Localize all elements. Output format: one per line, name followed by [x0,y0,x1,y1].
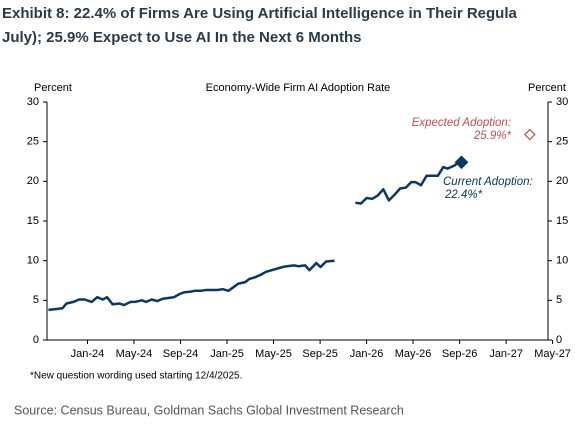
y2-tick-label: 0 [556,334,562,346]
x-tick-label: Jan-24 [71,348,105,360]
footnote: *New question wording used starting 12/4… [30,371,242,382]
current-label: Current Adoption: [443,176,533,188]
y-tick-label: 15 [27,215,39,227]
expected-label: Expected Adoption: [412,117,511,129]
y2-tick-label: 20 [556,175,568,187]
x-tick-label: May-25 [255,348,292,360]
y-tick-label: 10 [27,255,39,267]
x-tick-label: May-27 [534,348,571,360]
y-tick-label: 30 [27,96,39,108]
current-label: 22.4%* [444,189,483,201]
y2-tick-label: 5 [556,294,562,306]
source: Source: Census Bureau, Goldman Sachs Glo… [14,403,404,417]
y-tick-label: 25 [27,136,39,148]
x-tick-label: Jan-25 [210,348,244,360]
y2-tick-label: 15 [556,215,568,227]
x-tick-label: Jan-27 [489,348,523,360]
y2-axis-label: Percent [528,82,566,94]
y2-tick-label: 30 [556,96,568,108]
data-line [355,161,460,205]
current-marker [454,155,469,170]
x-tick-label: May-26 [395,348,432,360]
data-line [48,259,335,312]
x-tick-label: May-24 [116,348,153,360]
title-line: Exhibit 8: 22.4% of Firms Are Using Arti… [2,5,517,22]
y-axis-label: Percent [34,82,72,94]
x-tick-label: Sep-24 [163,348,198,360]
x-tick-label: Sep-25 [302,348,337,360]
chart-title: Economy-Wide Firm AI Adoption Rate [206,82,391,94]
x-tick-label: Jan-26 [350,348,384,360]
expected-marker [524,128,536,141]
y-tick-label: 5 [33,294,39,306]
y2-tick-label: 10 [556,255,568,267]
y-tick-label: 0 [33,334,39,346]
y-tick-label: 20 [27,175,39,187]
x-tick-label: Sep-26 [442,348,477,360]
title-line: July); 25.9% Expect to Use AI In the Nex… [2,29,362,46]
y2-tick-label: 25 [556,136,568,148]
expected-label: 25.9%* [473,130,512,142]
